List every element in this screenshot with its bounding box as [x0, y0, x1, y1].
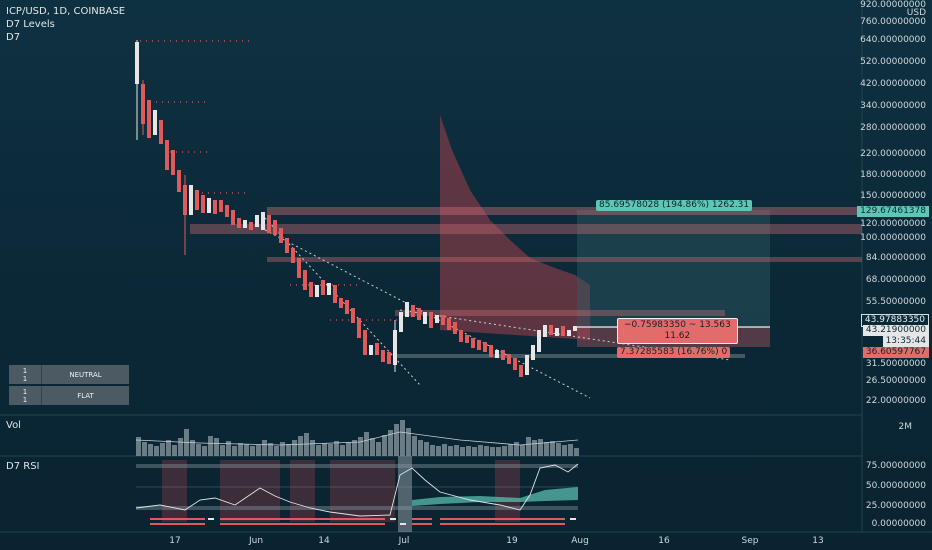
time-axis-label: Sep — [741, 536, 759, 546]
volume-bars — [136, 420, 579, 456]
table-cell-value: NEUTRAL — [42, 365, 129, 384]
price-axis-label: 100.00000000 — [860, 233, 926, 243]
volume-axis-label: 2M — [898, 422, 913, 432]
time-axis-label: 16 — [658, 536, 670, 546]
resistance-cloud — [440, 115, 590, 340]
price-axis-label: 150.00000000 — [860, 191, 926, 201]
rsi-pane-label[interactable]: D7 RSI — [6, 461, 40, 472]
target-zone — [577, 210, 770, 328]
countdown-tag: 13:35:44 — [882, 336, 929, 347]
time-axis-label: 14 — [318, 536, 330, 546]
rsi-axis-label: 0.00000000 — [871, 519, 926, 529]
rsi-axis-label: 25.00000000 — [865, 501, 926, 511]
level-band-1 — [267, 207, 862, 215]
time-axis-label: Jul — [398, 536, 410, 546]
price-axis-label: 520.00000000 — [860, 57, 926, 67]
time-axis-label: Jun — [248, 536, 264, 546]
stop-label: 7.37285583 (16.76%) 0 — [617, 347, 731, 358]
price-axis-label: 120.00000000 — [860, 219, 926, 229]
level-band-4 — [395, 310, 725, 316]
price-axis-label: 280.00000000 — [860, 123, 926, 133]
last-price-tag: 43.21900000 — [862, 325, 929, 336]
chart-legend: ICP/USD, 1D, COINBASE D7 Levels D7 — [6, 5, 125, 44]
candles — [135, 40, 577, 377]
rsi-axis-label: 75.00000000 — [865, 461, 926, 471]
price-axis-label: 22.00000000 — [865, 396, 926, 406]
rsi-axis-label: 50.00000000 — [865, 481, 926, 491]
level-band-3 — [267, 257, 862, 262]
price-axis-label: 68.00000000 — [865, 275, 926, 285]
indicator-d7-levels[interactable]: D7 Levels — [6, 19, 55, 30]
price-axis-label: 220.00000000 — [860, 149, 926, 159]
price-axis-label: 640.00000000 — [860, 35, 926, 45]
target-label: 85.69578028 (194.86%) 1262.31 — [596, 200, 753, 211]
target-price-tag: 129.67461378 — [857, 206, 929, 217]
symbol-title[interactable]: ICP/USD, 1D, COINBASE — [6, 6, 126, 17]
entry-label-line2: 11.62 — [664, 331, 691, 341]
time-axis-label: 17 — [169, 536, 181, 546]
level-band-2 — [190, 224, 862, 234]
price-axis-label: 84.00000000 — [865, 253, 926, 263]
rsi-pane — [135, 456, 579, 532]
time-axis-label: 19 — [506, 536, 518, 546]
stop-price-tag: 36.60597767 — [862, 347, 929, 358]
time-axis-label: 13 — [812, 536, 824, 546]
level-band-5 — [395, 354, 745, 358]
price-axis-label: 340.00000000 — [860, 101, 926, 111]
table-cell-value: FLAT — [42, 386, 129, 405]
currency-label: USD — [906, 8, 926, 18]
price-axis-label: 31.50000000 — [865, 359, 926, 369]
volume-pane-label[interactable]: Vol — [6, 420, 21, 431]
price-axis-label: 180.00000000 — [860, 170, 926, 180]
price-axis-label: 760.00000000 — [860, 17, 926, 27]
price-axis-label: 420.00000000 — [860, 79, 926, 89]
entry-label: −0.75983350 ~ 13.563 11.62 — [617, 318, 738, 344]
price-axis-label: 920.00000000 — [860, 0, 926, 10]
entry-label-line1: −0.75983350 ~ 13.563 — [624, 320, 731, 330]
indicator-d7[interactable]: D7 — [6, 32, 21, 43]
price-axis-label: 26.50000000 — [865, 376, 926, 386]
price-axis-label: 55.50000000 — [865, 297, 926, 307]
trendline-2 — [264, 229, 591, 399]
time-axis-label: Aug — [571, 536, 589, 546]
